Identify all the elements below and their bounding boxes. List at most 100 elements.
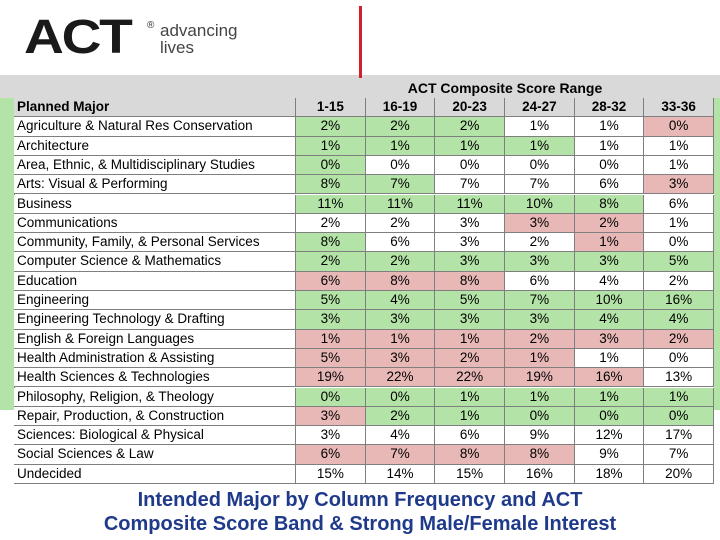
cell-value: 2% [296, 252, 366, 272]
band [0, 75, 720, 98]
row-label: Agriculture & Natural Res Conservation [14, 117, 296, 137]
row-label: Philosophy, Religion, & Theology [14, 387, 296, 407]
cell-value: 8% [505, 445, 575, 465]
cell-value: 1% [644, 387, 714, 407]
cell-value: 1% [644, 155, 714, 176]
cell-value: 9% [574, 445, 645, 465]
cell-value: 3% [505, 310, 575, 330]
cell-value: 2% [435, 117, 505, 137]
cell-value: 2% [296, 117, 366, 137]
row-label: Arts: Visual & Performing [14, 175, 296, 195]
cell-value: 3% [365, 310, 436, 330]
cell-value: 1% [365, 136, 436, 156]
row-label: Social Sciences & Law [14, 445, 296, 465]
cell-value: 10% [574, 291, 645, 311]
cell-value: 0% [435, 155, 505, 176]
cell-value: 16% [644, 291, 714, 311]
cell-value: 2% [296, 213, 366, 234]
cell-value: 8% [365, 271, 436, 291]
column-header: 24-27 [505, 98, 575, 118]
cell-value: 4% [365, 426, 436, 446]
cell-value: 8% [296, 233, 366, 253]
row-label: Undecided [14, 464, 296, 484]
cell-value: 1% [574, 136, 645, 156]
cell-value: 7% [644, 445, 714, 465]
cell-value: 7% [365, 175, 436, 195]
cell-value: 1% [296, 329, 366, 349]
group-title: ACT Composite Score Range [407, 80, 603, 96]
cell-value: 2% [644, 271, 714, 291]
registered: ® [147, 20, 155, 31]
cell-value: 16% [574, 368, 645, 388]
cell-value: 3% [644, 175, 714, 195]
cell-value: 2% [365, 117, 436, 137]
cell-value: 8% [435, 271, 505, 291]
cell-value: 4% [574, 271, 645, 291]
column-header: Planned Major [14, 98, 296, 118]
caption-line: Intended Major by Column Frequency and A… [137, 489, 583, 511]
cell-value: 0% [574, 406, 645, 427]
cell-value: 2% [365, 406, 436, 427]
cell-value: 6% [644, 194, 714, 214]
cell-value: 1% [435, 406, 505, 427]
cell-value: 15% [435, 464, 505, 484]
cell-value: 22% [365, 368, 436, 388]
cell-value: 7% [505, 175, 575, 195]
cell-value: 2% [365, 252, 436, 272]
cell-value: 1% [505, 348, 575, 369]
cell-value: 0% [505, 406, 575, 427]
cell-value: 11% [435, 194, 505, 214]
cell-value: 13% [644, 368, 714, 388]
cell-value: 2% [644, 329, 714, 349]
cell-value: 3% [505, 252, 575, 272]
divider [359, 6, 362, 78]
row-label: Health Administration & Assisting [14, 348, 296, 369]
cell-value: 4% [644, 310, 714, 330]
cell-value: 5% [435, 291, 505, 311]
row-label: Health Sciences & Technologies [14, 368, 296, 388]
cell-value: 3% [435, 213, 505, 234]
cell-value: 1% [574, 117, 645, 137]
tagline: advancing lives [160, 22, 238, 56]
cell-value: 7% [435, 175, 505, 195]
row-label: Repair, Production, & Construction [14, 406, 296, 427]
cell-value: 3% [435, 252, 505, 272]
cell-value: 6% [574, 175, 645, 195]
row-label: Communications [14, 213, 296, 234]
cell-value: 1% [365, 329, 436, 349]
cell-value: 5% [644, 252, 714, 272]
side-strip [0, 98, 14, 410]
logo: ACT [24, 11, 133, 64]
tagline-line: advancing [160, 21, 238, 40]
cell-value: 0% [365, 155, 436, 176]
cell-value: 0% [644, 348, 714, 369]
row-label: English & Foreign Languages [14, 329, 296, 349]
row-label: Sciences: Biological & Physical [14, 426, 296, 446]
cell-value: 1% [435, 329, 505, 349]
cell-value: 18% [574, 464, 645, 484]
cell-value: 3% [296, 310, 366, 330]
cell-value: 0% [644, 233, 714, 253]
cell-value: 1% [644, 136, 714, 156]
column-header: 16-19 [365, 98, 436, 118]
cell-value: 6% [296, 445, 366, 465]
cell-value: 3% [365, 348, 436, 369]
column-header: 1-15 [296, 98, 366, 118]
cell-value: 0% [505, 155, 575, 176]
row-label: Area, Ethnic, & Multidisciplinary Studie… [14, 155, 296, 176]
cell-value: 5% [296, 291, 366, 311]
cell-value: 2% [365, 213, 436, 234]
cell-value: 19% [505, 368, 575, 388]
cell-value: 7% [505, 291, 575, 311]
cell-value: 1% [296, 136, 366, 156]
cell-value: 1% [574, 387, 645, 407]
cell-value: 3% [574, 252, 645, 272]
cell-value: 1% [435, 136, 505, 156]
side-strip [714, 98, 720, 410]
cell-value: 1% [574, 233, 645, 253]
cell-value: 0% [296, 155, 366, 176]
cell-value: 11% [365, 194, 436, 214]
cell-value: 4% [365, 291, 436, 311]
cell-value: 1% [574, 348, 645, 369]
